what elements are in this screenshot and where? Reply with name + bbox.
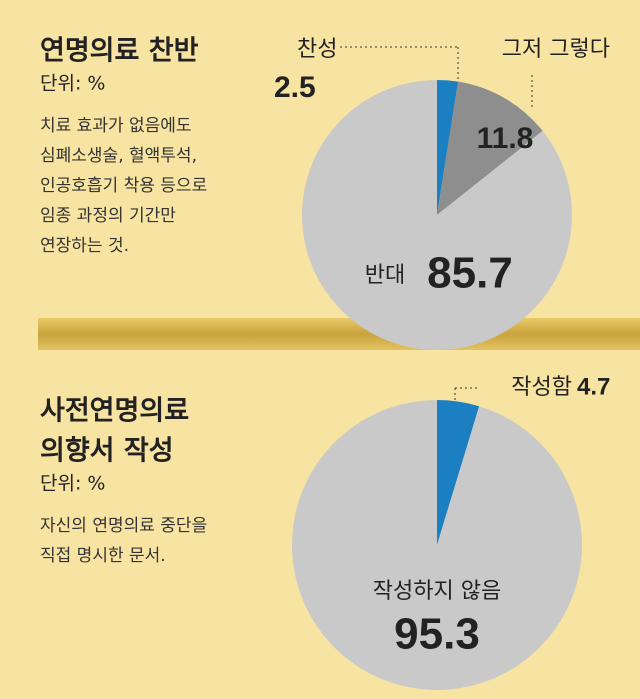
description: 연장하는 것.: [40, 236, 129, 256]
chart-title: 연명의료 찬반: [40, 36, 199, 67]
category-label: 작성함: [511, 375, 572, 400]
description: 심폐소생술, 혈액투석,: [40, 146, 197, 166]
pie: [292, 400, 583, 691]
pie-slice: [292, 400, 583, 691]
pie-slice: [437, 80, 459, 215]
value-label: 85.7: [427, 249, 513, 298]
description: 자신의 연명의료 중단을: [40, 516, 207, 536]
category-label: 반대: [365, 263, 405, 288]
value-label: 11.8: [477, 122, 534, 155]
pie: [302, 80, 573, 350]
divider-band: [38, 318, 640, 350]
pie-slice: [437, 81, 543, 215]
pie-slice: [437, 400, 480, 545]
chart-title: 사전연명의료: [40, 396, 189, 427]
description: 직접 명시한 문서.: [40, 546, 166, 566]
unit-label: 단위: %: [40, 73, 105, 95]
category-label: 그저 그렇다: [502, 37, 610, 62]
description: 치료 효과가 없음에도: [40, 116, 192, 136]
unit-label: 단위: %: [40, 473, 105, 495]
chart-title: 의향서 작성: [40, 436, 174, 467]
category-label: 작성하지 않음: [373, 579, 501, 604]
category-label: 찬성: [297, 37, 337, 62]
value-label: 2.5: [274, 71, 316, 104]
pie-slice: [302, 80, 573, 350]
description: 임종 과정의 기간만: [40, 206, 176, 226]
description: 인공호흡기 착용 등으로: [40, 176, 207, 196]
value-label: 95.3: [394, 610, 480, 659]
value-label: 4.7: [577, 373, 610, 400]
